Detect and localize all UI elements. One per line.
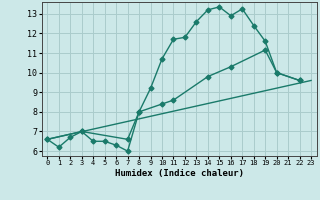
X-axis label: Humidex (Indice chaleur): Humidex (Indice chaleur) [115, 169, 244, 178]
